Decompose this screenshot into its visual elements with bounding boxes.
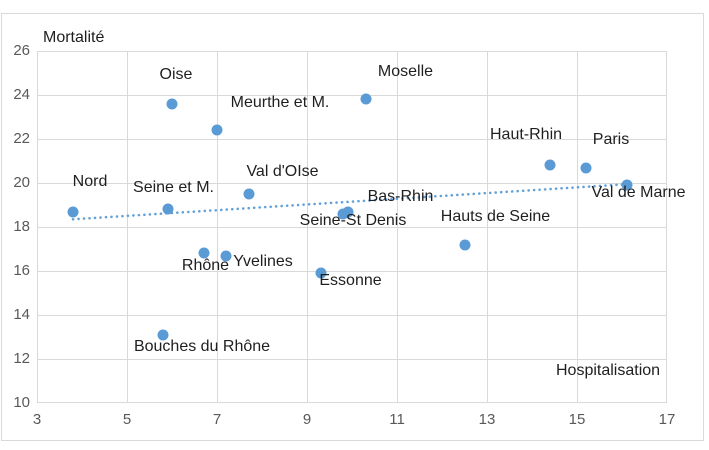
gridline-horizontal [37,270,667,272]
point-label: Moselle [377,63,434,81]
gridline-horizontal [37,94,667,96]
point-label: Essonne [319,272,382,290]
x-axis-tick-label: 17 [658,411,676,428]
x-axis-tick-label: 5 [122,411,132,428]
point-label: Bouches du Rhône [133,337,271,355]
y-axis-tick-label: 26 [13,42,30,59]
data-point[interactable] [243,188,254,200]
data-point[interactable] [198,247,209,259]
y-axis-title: Mortalité [43,29,105,46]
point-label: Rhône [181,257,230,275]
data-point[interactable] [580,162,592,174]
point-label: Seine-St Denis [299,211,407,229]
gridline-horizontal [37,226,667,228]
point-label: Nord [72,172,108,190]
point-label: Meurthe et M. [230,94,330,112]
y-axis-tick-label: 12 [13,350,30,367]
x-axis-tick-label: 7 [212,411,222,428]
point-label: Hauts de Seine [440,207,551,225]
data-point[interactable] [220,250,232,262]
y-axis-tick-label: 18 [13,218,30,235]
x-axis-tick-label: 11 [389,411,405,428]
point-label: Paris [592,130,630,148]
data-point[interactable] [211,124,223,136]
gridline-horizontal [37,358,667,360]
gridline-horizontal [37,138,667,140]
data-point[interactable] [315,267,326,279]
data-point[interactable] [544,159,556,171]
point-label: Oise [159,65,193,83]
point-label: Yvelines [233,252,293,270]
data-point[interactable] [337,208,349,220]
point-label: Val de Marne [591,184,686,202]
y-axis-tick-label: 16 [13,262,30,279]
x-axis-tick-label: 15 [568,411,586,428]
y-axis-tick-label: 20 [13,174,30,191]
data-point[interactable] [67,206,79,218]
data-point[interactable] [360,93,371,105]
gridline-horizontal [37,182,667,184]
y-axis-tick-label: 24 [13,86,30,103]
data-point[interactable] [162,203,173,215]
data-point[interactable] [157,329,169,341]
x-axis-title: Hospitalisation [556,362,661,379]
data-point[interactable] [621,179,632,191]
point-label: Bas-Rhin [367,187,434,205]
x-axis-tick-label: 9 [302,411,312,428]
x-axis-tick-label: 13 [478,411,496,428]
point-label: Val d'OIse [246,163,319,180]
y-axis-tick-label: 10 [13,394,30,411]
x-axis-tick-label: 3 [32,411,42,428]
point-label: Haut-Rhin [489,126,563,144]
data-point[interactable] [459,239,470,251]
y-axis-tick-label: 14 [13,306,30,323]
y-axis-tick-label: 22 [13,130,30,147]
point-label: Seine et M. [133,179,214,197]
data-point[interactable] [166,98,178,110]
gridline-horizontal [37,314,667,316]
